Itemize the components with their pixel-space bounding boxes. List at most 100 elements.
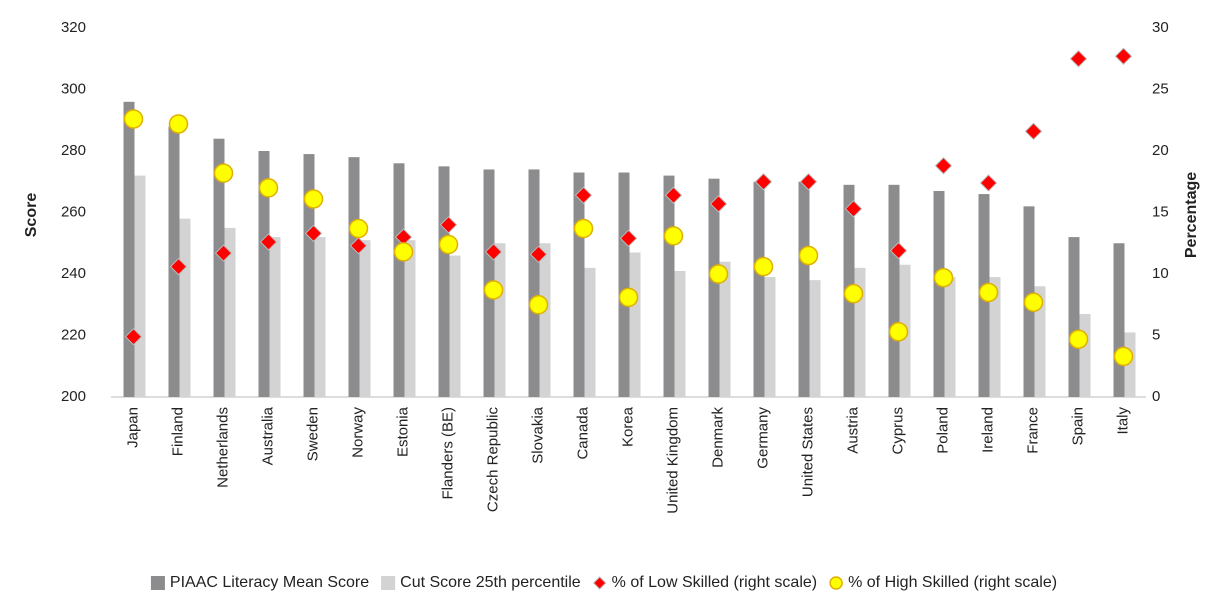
y2-tick-label: 20 bbox=[1152, 142, 1169, 159]
high-skilled-marker bbox=[1068, 329, 1089, 349]
low-skilled-marker bbox=[754, 173, 773, 191]
legend: PIAAC Literacy Mean Score Cut Score 25th … bbox=[150, 574, 1057, 591]
bar bbox=[764, 277, 776, 397]
bar bbox=[314, 237, 326, 397]
bar bbox=[1113, 243, 1125, 397]
y-tick-label: 240 bbox=[61, 265, 86, 282]
x-tick-label: Denmark bbox=[709, 407, 726, 468]
high-skilled-marker bbox=[798, 245, 819, 266]
y2-tick-label: 15 bbox=[1152, 203, 1169, 220]
x-tick-label: Czech Republic bbox=[484, 407, 501, 513]
x-tick-label: Ireland bbox=[979, 407, 996, 453]
high-skilled-marker bbox=[573, 218, 594, 239]
low-skilled-marker bbox=[439, 216, 458, 234]
y2-tick-label: 10 bbox=[1152, 265, 1169, 282]
legend-swatch bbox=[592, 576, 607, 590]
y2-tick-label: 25 bbox=[1152, 80, 1169, 97]
legend-swatch bbox=[381, 576, 396, 590]
y-tick-label: 260 bbox=[61, 203, 86, 220]
bar bbox=[258, 151, 270, 397]
x-tick-label: Cyprus bbox=[889, 407, 906, 455]
bar bbox=[573, 172, 585, 397]
low-skilled-marker bbox=[889, 241, 908, 260]
bar bbox=[1068, 237, 1080, 397]
bar bbox=[303, 154, 315, 397]
low-skilled-marker bbox=[799, 173, 818, 191]
bar bbox=[359, 240, 371, 397]
bar bbox=[753, 181, 765, 397]
bar bbox=[663, 175, 675, 397]
x-tick-label: United States bbox=[799, 407, 816, 497]
bar bbox=[404, 240, 416, 397]
high-skilled-marker bbox=[393, 242, 414, 262]
legend-label: % of High Skilled (right scale) bbox=[848, 574, 1057, 591]
low-skilled-marker bbox=[979, 174, 998, 192]
x-tick-label: Spain bbox=[1069, 407, 1086, 445]
bar bbox=[888, 184, 900, 397]
bar bbox=[269, 237, 281, 397]
x-tick-label: Australia bbox=[259, 406, 276, 465]
x-tick-label: France bbox=[1024, 407, 1041, 454]
x-tick-label: Slovakia bbox=[529, 406, 546, 463]
low-skilled-marker bbox=[349, 237, 368, 255]
bar bbox=[933, 190, 945, 397]
bar bbox=[1124, 332, 1136, 397]
y-tick-label: 220 bbox=[61, 326, 86, 343]
bar bbox=[224, 227, 236, 397]
high-skilled-marker bbox=[1113, 346, 1134, 367]
low-skilled-marker bbox=[259, 233, 278, 251]
y-tick-label: 280 bbox=[61, 142, 86, 159]
y2-tick-label: 0 bbox=[1152, 388, 1160, 405]
high-skilled-marker bbox=[933, 267, 954, 288]
x-tick-label: Canada bbox=[574, 406, 591, 459]
x-tick-label: Austria bbox=[844, 406, 861, 453]
x-tick-label: Japan bbox=[124, 407, 141, 448]
y-tick-label: 300 bbox=[61, 80, 86, 97]
bar bbox=[809, 280, 821, 397]
bar bbox=[179, 218, 191, 397]
bar bbox=[944, 277, 956, 397]
y2-tick-label: 30 bbox=[1152, 19, 1169, 36]
x-tick-label: Germany bbox=[754, 407, 771, 469]
x-tick-label: Netherlands bbox=[214, 407, 231, 488]
high-skilled-marker bbox=[978, 282, 999, 303]
bar bbox=[134, 175, 146, 397]
low-skilled-marker bbox=[844, 200, 863, 218]
bar bbox=[438, 166, 450, 397]
bar bbox=[393, 163, 405, 397]
bar bbox=[798, 181, 810, 397]
x-tick-label: Poland bbox=[934, 407, 951, 454]
high-skilled-marker bbox=[483, 280, 504, 300]
x-tick-label: Flanders (BE) bbox=[439, 407, 456, 500]
bar bbox=[213, 138, 225, 397]
bar bbox=[528, 169, 540, 397]
low-skilled-marker bbox=[124, 328, 143, 346]
low-skilled-marker bbox=[709, 195, 728, 213]
high-skilled-marker bbox=[753, 256, 774, 277]
legend-swatch bbox=[150, 576, 165, 590]
bar bbox=[1079, 313, 1091, 397]
low-skilled-marker bbox=[304, 224, 323, 243]
y2-tick-label: 5 bbox=[1152, 326, 1160, 343]
high-skilled-marker bbox=[618, 287, 639, 308]
bar bbox=[618, 172, 630, 397]
high-skilled-marker bbox=[843, 283, 864, 304]
legend-label: % of Low Skilled (right scale) bbox=[612, 574, 817, 591]
bar bbox=[494, 243, 506, 397]
bar bbox=[123, 101, 135, 398]
y-tick-label: 200 bbox=[61, 388, 86, 405]
bar bbox=[989, 277, 1001, 397]
y-axis-title: Score bbox=[23, 193, 40, 238]
bar bbox=[1034, 286, 1046, 397]
low-skilled-marker bbox=[169, 257, 188, 276]
low-skilled-marker bbox=[1024, 122, 1043, 141]
x-tick-label: Norway bbox=[349, 407, 366, 458]
bar bbox=[168, 126, 180, 398]
high-skilled-marker bbox=[1023, 292, 1044, 313]
low-skilled-marker bbox=[1114, 47, 1133, 65]
low-skilled-marker bbox=[529, 245, 548, 264]
low-skilled-marker bbox=[664, 186, 683, 204]
high-skilled-marker bbox=[258, 178, 279, 198]
bar bbox=[708, 178, 720, 397]
